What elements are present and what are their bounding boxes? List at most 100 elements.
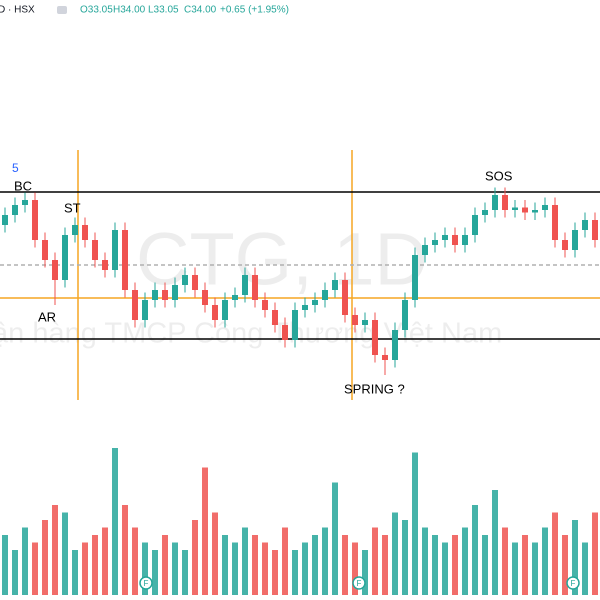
- volume-bar: [12, 550, 18, 595]
- volume-bar: [202, 467, 208, 595]
- volume-bar: [592, 512, 598, 595]
- volume-bar: [342, 535, 348, 595]
- volume-bar: [172, 542, 178, 595]
- candle-body: [372, 320, 378, 355]
- candle-body: [552, 205, 558, 240]
- ohlc-low: L33.05: [148, 5, 179, 16]
- volume-bar: [192, 520, 198, 595]
- volume-bar: [252, 535, 258, 595]
- watermark-subtitle: ận hàng TMCP Công Thương Việt Nam: [0, 318, 502, 350]
- candle-body: [142, 300, 148, 320]
- watermark-title: CTG, 1D: [136, 218, 428, 301]
- volume-bar: [372, 527, 378, 595]
- volume-bar: [122, 505, 128, 595]
- candle-body: [322, 290, 328, 300]
- volume-bar: [262, 542, 268, 595]
- volume-bar: [82, 542, 88, 595]
- candle-body: [512, 207, 518, 210]
- candle-body: [162, 290, 168, 300]
- event-marker[interactable]: F: [352, 576, 366, 590]
- candle-body: [452, 235, 458, 245]
- volume-bar: [62, 512, 68, 595]
- volume-bar: [272, 550, 278, 595]
- volume-bar: [572, 520, 578, 595]
- volume-bar: [362, 550, 368, 595]
- ohlc-close: C34.00: [184, 5, 217, 16]
- volume-bar: [402, 520, 408, 595]
- volume-bar: [542, 527, 548, 595]
- candle-body: [312, 300, 318, 305]
- volume-bar: [482, 535, 488, 595]
- candle-body: [202, 290, 208, 305]
- candle-body: [422, 245, 428, 255]
- candle-body: [362, 320, 368, 325]
- candle-body: [92, 240, 98, 260]
- candle-body: [542, 205, 548, 210]
- candle-body: [392, 330, 398, 360]
- volume-bar: [332, 482, 338, 595]
- candle-body: [382, 355, 388, 360]
- volume-bar: [152, 550, 158, 595]
- volume-bar: [52, 505, 58, 595]
- annotation: AR: [38, 309, 56, 324]
- candle-body: [82, 225, 88, 240]
- candle-body: [332, 280, 338, 290]
- candle-body: [432, 240, 438, 245]
- event-marker[interactable]: F: [139, 576, 153, 590]
- candle-body: [582, 220, 588, 230]
- volume-bar: [512, 542, 518, 595]
- candle-body: [252, 275, 258, 300]
- symbol: D · HSX: [0, 5, 35, 16]
- volume-bar: [352, 542, 358, 595]
- candle-body: [222, 300, 228, 320]
- event-marker[interactable]: F: [566, 576, 580, 590]
- volume-bar: [142, 542, 148, 595]
- volume-bar: [32, 542, 38, 595]
- volume-bar: [2, 535, 8, 595]
- volume-bar: [92, 535, 98, 595]
- annotation: ST: [64, 200, 81, 215]
- candle-body: [182, 275, 188, 285]
- volume-bar: [502, 527, 508, 595]
- volume-bar: [312, 535, 318, 595]
- candle-body: [242, 275, 248, 295]
- event-marker-label: F: [571, 579, 576, 588]
- candle-body: [52, 260, 58, 280]
- candle-body: [32, 200, 38, 240]
- candle-body: [12, 205, 18, 215]
- candle-body: [42, 240, 48, 260]
- candle-body: [522, 207, 528, 213]
- volume-bar: [182, 550, 188, 595]
- volume-bar: [302, 542, 308, 595]
- annotation: 5: [12, 161, 19, 175]
- candle-body: [562, 240, 568, 250]
- volume-bar: [472, 505, 478, 595]
- candle-body: [62, 235, 68, 280]
- candle-body: [102, 260, 108, 270]
- volume-bar: [232, 542, 238, 595]
- volume-bar: [562, 535, 568, 595]
- candle-body: [22, 200, 28, 205]
- volume-bar: [222, 535, 228, 595]
- volume-bar: [132, 527, 138, 595]
- volume-bar: [582, 542, 588, 595]
- candle-body: [282, 325, 288, 340]
- volume-bar: [452, 535, 458, 595]
- candle-body: [232, 295, 238, 300]
- volume-bar: [552, 512, 558, 595]
- volume-bar: [422, 527, 428, 595]
- candle-body: [72, 225, 78, 235]
- candle-body: [152, 290, 158, 300]
- annotation: SOS: [485, 168, 513, 183]
- collapse-button[interactable]: [57, 6, 67, 14]
- volume-bar: [412, 452, 418, 595]
- candle-body: [342, 280, 348, 315]
- change: +0.65 (+1.95%): [220, 5, 289, 16]
- ohlc-high: H34.00: [113, 5, 146, 16]
- volume-bar: [162, 535, 168, 595]
- candle-body: [132, 290, 138, 320]
- volume-bar: [112, 448, 118, 595]
- candle-body: [2, 215, 8, 225]
- candle-body: [122, 230, 128, 290]
